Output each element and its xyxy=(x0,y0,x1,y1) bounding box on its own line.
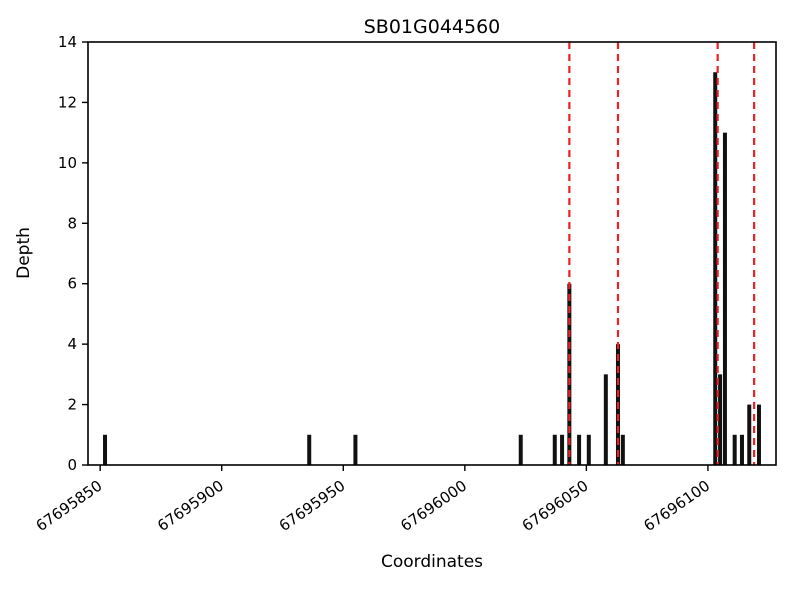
x-tick-label: 67696100 xyxy=(640,477,713,536)
depth-bar xyxy=(586,434,591,465)
bars-group xyxy=(103,72,761,465)
y-tick-label: 0 xyxy=(67,456,77,474)
depth-bar xyxy=(567,283,572,465)
y-tick-label: 4 xyxy=(67,335,77,353)
y-axis-ticks: 0 2 4 6 8 10 12 14 xyxy=(58,33,88,474)
depth-bar xyxy=(722,132,727,465)
x-tick-label: 67695950 xyxy=(276,477,349,536)
depth-bar xyxy=(552,434,557,465)
axes-frame xyxy=(87,41,777,466)
x-axis-ticks: 67695850 67695900 67695950 67696000 67696050… xyxy=(33,465,713,536)
y-tick-label: 8 xyxy=(67,214,77,232)
depth-bar xyxy=(603,374,608,465)
y-tick-label: 12 xyxy=(58,93,77,111)
depth-bar xyxy=(718,374,723,465)
depth-bar xyxy=(713,72,718,465)
depth-bar xyxy=(518,434,523,465)
depth-bar xyxy=(577,434,582,465)
y-tick-label: 10 xyxy=(58,154,77,172)
y-tick-label: 6 xyxy=(67,275,77,293)
y-tick-label: 14 xyxy=(58,33,77,51)
y-tick-label: 2 xyxy=(67,396,77,414)
depth-bar xyxy=(103,434,108,465)
depth-bar xyxy=(560,434,565,465)
depth-bar xyxy=(732,434,737,465)
chart-title: SB01G044560 xyxy=(363,16,501,38)
x-tick-label: 67695900 xyxy=(154,477,227,536)
depth-bar xyxy=(620,434,625,465)
depth-bar xyxy=(307,434,312,465)
depth-bar xyxy=(747,404,752,465)
depth-bar xyxy=(353,434,358,465)
depth-bar xyxy=(756,404,761,465)
marker-lines-group xyxy=(568,42,756,465)
depth-bar xyxy=(739,434,744,465)
x-tick-label: 67696050 xyxy=(519,477,592,536)
x-tick-label: 67696000 xyxy=(397,477,470,536)
x-axis-label: Coordinates xyxy=(380,552,484,572)
x-tick-label: 67695850 xyxy=(33,477,106,536)
